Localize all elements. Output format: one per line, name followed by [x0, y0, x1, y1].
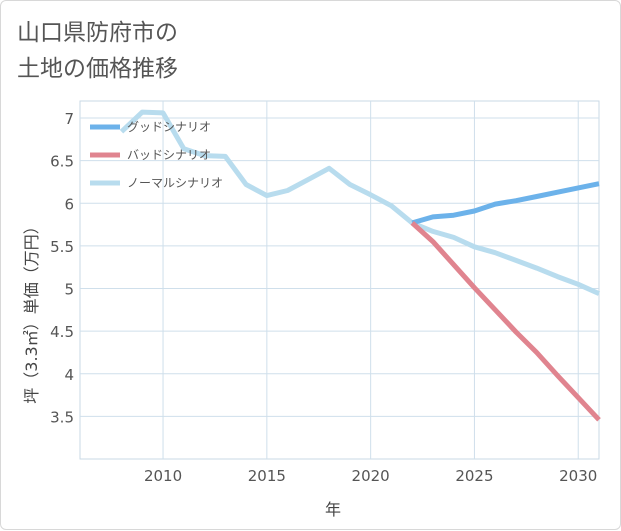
x-tick-label: 2025 — [455, 467, 493, 485]
y-tick-label: 5.5 — [50, 238, 74, 256]
plot-area — [79, 100, 600, 460]
legend-label: ノーマルシナリオ — [127, 176, 223, 190]
legend-label: グッドシナリオ — [127, 120, 211, 134]
series-line-2 — [119, 109, 601, 296]
series-lines — [119, 109, 601, 422]
legend-label: バッドシナリオ — [127, 148, 211, 162]
y-tick-label: 3.5 — [50, 408, 74, 426]
y-tick-label: 4 — [64, 366, 74, 384]
chart-title: 山口県防府市の 土地の価格推移 — [17, 15, 417, 87]
series-line-1 — [410, 221, 601, 422]
x-tick-label: 2015 — [248, 467, 286, 485]
series-line-0 — [411, 181, 600, 226]
chart-title-line-2: 土地の価格推移 — [17, 56, 178, 82]
y-tick-label: 6.5 — [50, 153, 74, 171]
y-tick-label: 7 — [64, 110, 74, 128]
y-tick-label: 4.5 — [50, 323, 74, 341]
y-tick-label: 6 — [64, 195, 74, 213]
x-tick-label: 2020 — [352, 467, 390, 485]
x-axis-title: 年 — [325, 500, 341, 519]
y-axis-title: 坪（3.3㎡）単価（万円） — [22, 218, 41, 403]
tick-labels: 3.5 4 4.5 5 5.5 6 6.5 7 2010 2015 2020 2025 2030 — [50, 110, 597, 485]
x-tick-label: 2030 — [559, 467, 597, 485]
y-tick-label: 5 — [64, 281, 74, 299]
chart-title-line-1: 山口県防府市の — [17, 20, 178, 46]
x-tick-label: 2010 — [144, 467, 182, 485]
